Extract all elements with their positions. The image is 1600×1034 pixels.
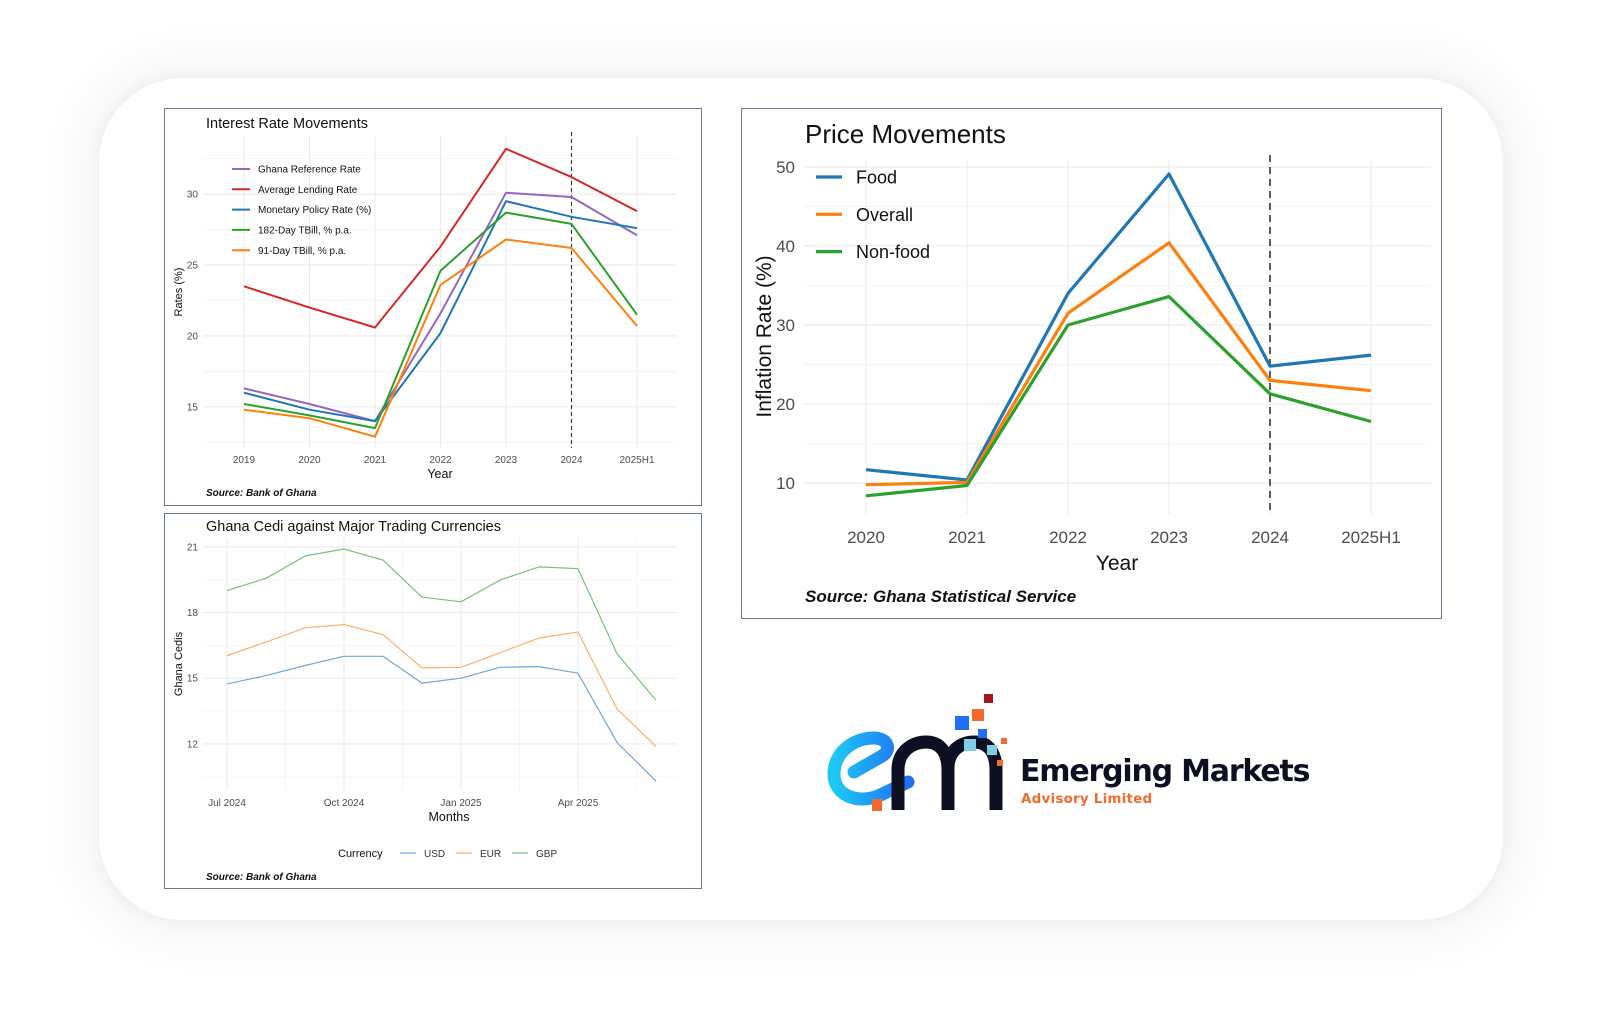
price-x-axis-label: Year: [1096, 552, 1138, 575]
brand-subtitle: Advisory Limited: [1021, 791, 1153, 807]
interest-y-tick-label: 30: [187, 190, 199, 201]
interest-legend-label: Monetary Policy Rate (%): [258, 205, 371, 216]
price-x-tick-label: 2024: [1251, 528, 1289, 547]
interest-legend-label: 91-Day TBill, % p.a.: [258, 246, 346, 257]
cedi-x-tick-label: Jan 2025: [440, 798, 482, 809]
cedi-series-line-usd: [226, 655, 657, 782]
em-monogram-icon: [827, 694, 1007, 811]
interest-legend-label: Ghana Reference Rate: [258, 165, 361, 176]
interest-x-tick-label: 2019: [233, 455, 256, 466]
price-legend-label: Non-food: [856, 242, 930, 262]
cedi-x-tick-label: Apr 2025: [558, 798, 599, 809]
cedi-chart-title: Ghana Cedi against Major Trading Currenc…: [206, 519, 501, 535]
interest-x-tick-label: 2022: [429, 455, 452, 466]
interest-legend-label: 182-Day TBill, % p.a.: [258, 226, 352, 237]
interest-rate-chart-frame: [164, 108, 702, 506]
price-x-tick-label: 2023: [1150, 528, 1188, 547]
cedi-legend-title: Currency: [338, 848, 383, 860]
interest-x-tick-label: 2025H1: [619, 455, 654, 466]
cedi-series-line-gbp: [226, 548, 657, 701]
price-y-axis-label: Inflation Rate (%): [753, 255, 776, 417]
price-legend-label: Food: [856, 167, 897, 187]
price-chart-title: Price Movements: [805, 119, 1006, 149]
interest-source-note: Source: Bank of Ghana: [206, 488, 317, 499]
price-y-tick-label: 30: [776, 316, 795, 335]
cedi-y-axis-label: Ghana Cedis: [173, 631, 185, 696]
cedi-x-axis-label: Months: [429, 810, 470, 824]
interest-series-line-monetary-policy-rate-: [243, 200, 638, 423]
price-series-line-food: [865, 172, 1372, 482]
cedi-x-tick-label: Oct 2024: [324, 798, 365, 809]
price-x-tick-label: 2020: [847, 528, 885, 547]
cedi-legend-label: GBP: [536, 849, 557, 860]
price-x-tick-label: 2022: [1049, 528, 1087, 547]
price-movements-chart-frame: [741, 108, 1442, 619]
price-source-note: Source: Ghana Statistical Service: [805, 587, 1076, 606]
cedi-y-tick-label: 12: [187, 739, 199, 750]
interest-series-line-182-day-tbill-p-a-: [243, 211, 638, 430]
interest-x-tick-label: 2023: [495, 455, 518, 466]
cedi-source-note: Source: Bank of Ghana: [206, 872, 317, 883]
interest-legend-label: Average Lending Rate: [258, 185, 358, 196]
interest-x-tick-label: 2021: [364, 455, 387, 466]
cedi-series-line-eur: [226, 623, 657, 747]
company-logo: Emerging Markets Advisory Limited: [812, 692, 1311, 822]
price-legend-label: Overall: [856, 205, 913, 225]
interest-series-line-ghana-reference-rate: [243, 191, 638, 423]
interest-y-tick-label: 15: [187, 402, 199, 413]
price-x-tick-label: 2021: [948, 528, 986, 547]
cedi-y-tick-label: 18: [187, 608, 199, 619]
interest-x-tick-label: 2024: [560, 455, 583, 466]
interest-y-tick-label: 25: [187, 261, 199, 272]
interest-chart-title: Interest Rate Movements: [206, 116, 368, 132]
cedi-legend-label: USD: [424, 849, 445, 860]
interest-series-line-average-lending-rate: [243, 147, 638, 329]
cedi-y-tick-label: 21: [187, 542, 199, 553]
cedi-x-tick-label: Jul 2024: [208, 798, 246, 809]
price-series-line-non-food: [865, 295, 1372, 498]
price-y-tick-label: 10: [776, 474, 795, 493]
price-series-line-overall: [865, 241, 1372, 487]
price-y-tick-label: 40: [776, 237, 795, 256]
interest-x-axis-label: Year: [427, 467, 452, 481]
interest-y-tick-label: 20: [187, 331, 199, 342]
price-y-tick-label: 50: [776, 158, 795, 177]
price-x-tick-label: 2025H1: [1341, 528, 1401, 547]
interest-x-tick-label: 2020: [298, 455, 321, 466]
interest-y-axis-label: Rates (%): [173, 268, 185, 317]
price-y-tick-label: 20: [776, 395, 795, 414]
interest-series-line-91-day-tbill-p-a-: [243, 238, 638, 438]
brand-name: Emerging Markets: [1020, 754, 1311, 789]
cedi-legend-label: EUR: [480, 849, 501, 860]
cedi-y-tick-label: 15: [187, 674, 199, 685]
